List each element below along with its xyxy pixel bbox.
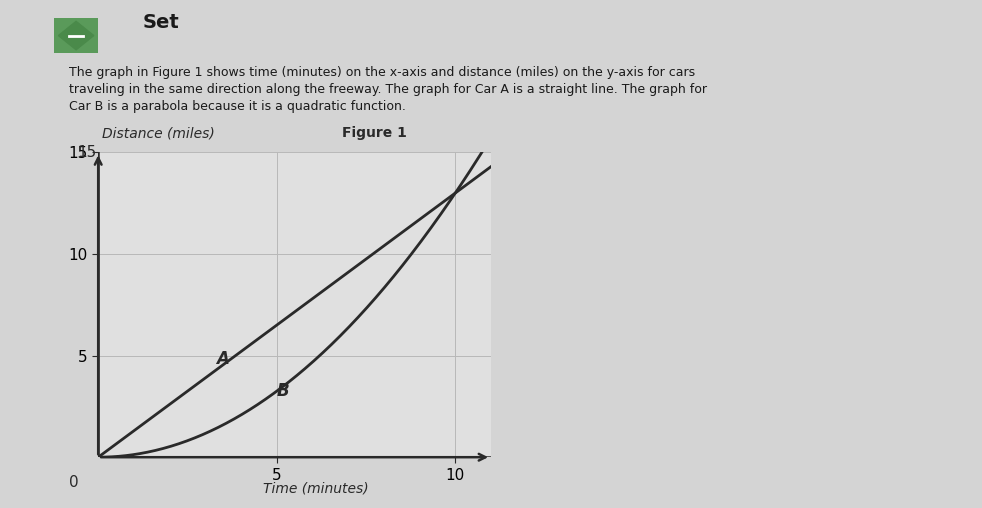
Text: Set: Set <box>142 13 179 33</box>
Polygon shape <box>59 21 94 50</box>
Text: A: A <box>216 350 229 368</box>
Text: Time (minutes): Time (minutes) <box>263 482 369 496</box>
Text: B: B <box>277 382 290 400</box>
Text: 15: 15 <box>78 145 97 160</box>
Text: Distance (miles): Distance (miles) <box>102 126 215 140</box>
Text: The graph in Figure 1 shows time (minutes) on the x-axis and distance (miles) on: The graph in Figure 1 shows time (minute… <box>69 66 707 113</box>
Text: Figure 1: Figure 1 <box>342 126 407 140</box>
Text: 0: 0 <box>69 475 79 490</box>
